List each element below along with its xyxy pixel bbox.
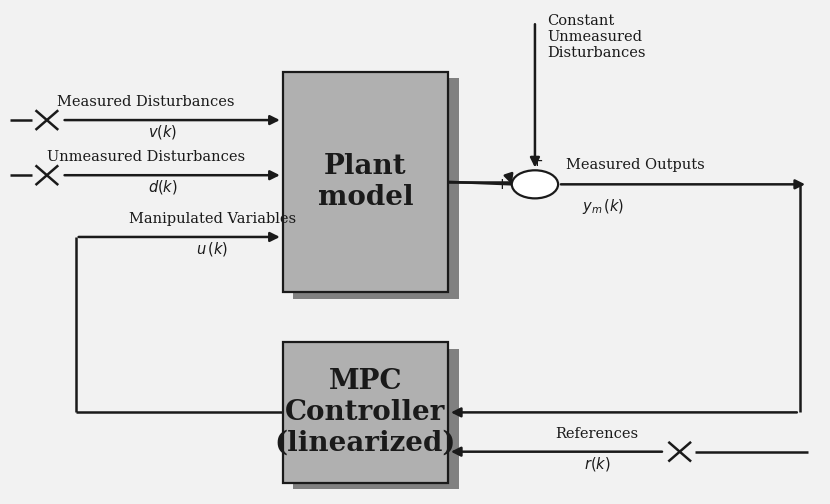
Text: Constant
Unmeasured
Disturbances: Constant Unmeasured Disturbances (547, 14, 646, 60)
Bar (283, 342, 448, 482)
Text: References: References (555, 427, 638, 440)
Bar (283, 72, 448, 292)
Text: Manipulated Variables: Manipulated Variables (129, 212, 295, 226)
Text: +: + (530, 154, 543, 169)
Text: +: + (495, 177, 508, 192)
Text: $v(k)$: $v(k)$ (148, 123, 178, 141)
Bar (293, 349, 459, 489)
Text: MPC
Controller
(linearized): MPC Controller (linearized) (275, 368, 456, 457)
Circle shape (512, 170, 558, 199)
Text: Plant
model: Plant model (318, 153, 413, 211)
Text: $r(k)$: $r(k)$ (583, 455, 610, 473)
Text: $u\,(k)$: $u\,(k)$ (196, 240, 228, 258)
Text: Measured Disturbances: Measured Disturbances (57, 95, 235, 109)
Text: Measured Outputs: Measured Outputs (566, 158, 706, 172)
Bar (293, 78, 459, 298)
Text: $d(k)$: $d(k)$ (148, 178, 178, 196)
Text: $y_m\,(k)$: $y_m\,(k)$ (583, 197, 625, 216)
Text: Unmeasured Disturbances: Unmeasured Disturbances (47, 150, 245, 164)
